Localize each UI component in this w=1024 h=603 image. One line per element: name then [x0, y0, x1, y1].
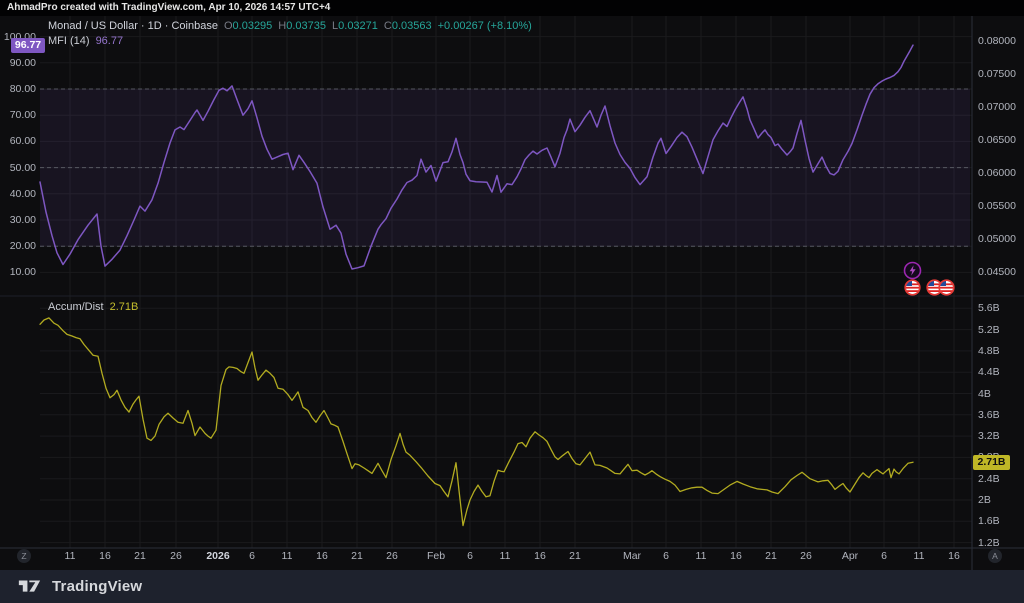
time-axis-label: Feb — [427, 549, 445, 563]
price-axis-label: 0.08000 — [978, 34, 1016, 48]
tradingview-wordmark[interactable]: TradingView — [52, 578, 142, 595]
accum-dist-value: 2.71B — [110, 301, 139, 313]
time-axis-label: 26 — [386, 549, 398, 563]
time-axis-label: 11 — [65, 549, 76, 563]
symbol-legend[interactable]: Monad / US Dollar · 1D · Coinbase O 0.03… — [48, 20, 532, 32]
mfi-value-badge: 96.77 — [11, 38, 45, 53]
accum-dist-axis-label: 1.6B — [978, 514, 1000, 528]
time-axis-label: Mar — [623, 549, 641, 563]
time-axis-label: 21 — [134, 549, 146, 563]
timezone-button[interactable]: Z — [17, 549, 31, 563]
time-axis-label: 11 — [500, 549, 511, 563]
mfi-axis-label: 70.00 — [0, 108, 36, 122]
time-axis-label: 16 — [534, 549, 546, 563]
mfi-axis-label: 90.00 — [0, 56, 36, 70]
price-axis-label: 0.06500 — [978, 133, 1016, 147]
price-axis-label: 0.04500 — [978, 265, 1016, 279]
attribution-text: AhmadPro created with TradingView.com, A… — [7, 2, 330, 13]
us-flag-event-icon[interactable] — [904, 279, 921, 301]
accum-dist-axis-label: 4.4B — [978, 365, 1000, 379]
mfi-axis-label: 50.00 — [0, 161, 36, 175]
time-axis-label: 16 — [316, 549, 328, 563]
chart-canvas[interactable] — [0, 0, 1024, 603]
ohlc-low: L 0.03271 — [332, 20, 378, 32]
mfi-axis-label: 80.00 — [0, 82, 36, 96]
time-axis-label: 26 — [170, 549, 182, 563]
time-axis-label: 11 — [914, 549, 925, 563]
time-axis-label: 11 — [696, 549, 707, 563]
time-axis-label: 6 — [467, 549, 473, 563]
accum-dist-legend[interactable]: Accum/Dist 2.71B — [48, 301, 138, 313]
accum-dist-axis-label: 5.2B — [978, 323, 1000, 337]
time-axis-label: 11 — [282, 549, 293, 563]
time-axis-label: 6 — [249, 549, 255, 563]
ohlc-high: H 0.03735 — [278, 20, 326, 32]
tradingview-logo-icon[interactable] — [18, 578, 42, 595]
accum-dist-axis-label: 4.8B — [978, 344, 1000, 358]
price-axis-label: 0.05500 — [978, 199, 1016, 213]
accum-dist-axis-label: 1.2B — [978, 536, 1000, 550]
mfi-axis-label: 40.00 — [0, 187, 36, 201]
ohlc-close: C 0.03563 — [384, 20, 432, 32]
accum-dist-value-badge: 2.71B — [973, 455, 1010, 470]
price-axis-label: 0.05000 — [978, 232, 1016, 246]
accum-dist-axis-label: 4B — [978, 387, 991, 401]
symbol-title: Monad / US Dollar · 1D · Coinbase — [48, 20, 218, 32]
mfi-axis-label: 30.00 — [0, 213, 36, 227]
time-axis-label: Apr — [842, 549, 858, 563]
time-axis-label: 16 — [948, 549, 960, 563]
mfi-axis-label: 20.00 — [0, 239, 36, 253]
attribution-bar: AhmadPro created with TradingView.com, A… — [0, 0, 1024, 16]
accum-dist-name: Accum/Dist — [48, 301, 104, 313]
time-axis-label: 16 — [730, 549, 742, 563]
time-axis-label: 6 — [663, 549, 669, 563]
auto-scale-button[interactable]: A — [988, 549, 1002, 563]
tradingview-chart-window: AhmadPro created with TradingView.com, A… — [0, 0, 1024, 603]
time-axis-label: 16 — [99, 549, 111, 563]
ohlc-open: O 0.03295 — [224, 20, 272, 32]
accum-dist-axis-label: 2.4B — [978, 472, 1000, 486]
mfi-axis-label: 10.00 — [0, 265, 36, 279]
us-flag-event-icon[interactable] — [938, 279, 955, 301]
price-axis-label: 0.06000 — [978, 166, 1016, 180]
time-axis-label: 26 — [800, 549, 812, 563]
time-axis-label: 6 — [881, 549, 887, 563]
time-axis-label: 21 — [351, 549, 363, 563]
mfi-legend[interactable]: MFI (14) 96.77 — [48, 35, 123, 47]
mfi-axis-label: 60.00 — [0, 134, 36, 148]
footer-bar: TradingView — [0, 570, 1024, 603]
time-axis-label: 2026 — [206, 549, 229, 563]
accum-dist-axis-label: 2B — [978, 493, 991, 507]
accum-dist-axis-label: 3.2B — [978, 429, 1000, 443]
time-axis-label: 21 — [569, 549, 581, 563]
price-axis-label: 0.07500 — [978, 67, 1016, 81]
mfi-indicator-value: 96.77 — [96, 35, 124, 47]
mfi-indicator-name: MFI (14) — [48, 35, 90, 47]
price-axis-label: 0.07000 — [978, 100, 1016, 114]
accum-dist-axis-label: 3.6B — [978, 408, 1000, 422]
change-value: +0.00267 (+8.10%) — [438, 20, 532, 32]
time-axis-label: 21 — [765, 549, 777, 563]
accum-dist-axis-label: 5.6B — [978, 301, 1000, 315]
